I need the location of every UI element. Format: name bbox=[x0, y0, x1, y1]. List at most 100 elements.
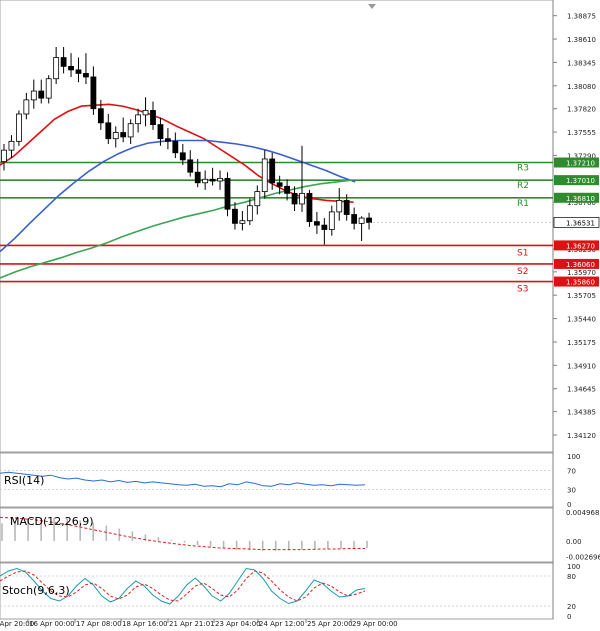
macd-tick-label: 0.004968 bbox=[566, 509, 599, 517]
candle-body bbox=[284, 185, 291, 194]
candle-body bbox=[254, 191, 261, 207]
candle-body bbox=[358, 217, 365, 224]
candle-body bbox=[261, 158, 268, 193]
candle-body bbox=[8, 140, 15, 151]
price-tick-label: 1.35970 bbox=[567, 269, 596, 277]
candle-body bbox=[157, 124, 164, 140]
candle-body bbox=[68, 65, 74, 71]
stoch-tick-label: 20 bbox=[567, 603, 576, 611]
candle-body bbox=[194, 171, 201, 184]
candle-body bbox=[269, 158, 276, 184]
candle-body bbox=[75, 69, 82, 74]
price-tick-label: 1.34120 bbox=[567, 432, 596, 440]
current-price: 1.36531 bbox=[369, 217, 600, 228]
candle-body bbox=[351, 214, 358, 224]
level-price-label: 1.37210 bbox=[566, 160, 595, 168]
price-tick-label: 1.38610 bbox=[567, 36, 596, 44]
time-tick-label: 29 Apr 00:00 bbox=[352, 620, 398, 628]
stoch-tick-label: 80 bbox=[567, 573, 576, 581]
level-price-box bbox=[554, 276, 599, 287]
candle-body bbox=[105, 122, 112, 140]
level-price-box bbox=[554, 157, 599, 168]
candle-body bbox=[150, 110, 156, 125]
level-name-s2: S2 bbox=[517, 267, 528, 277]
rsi-label: RSI(14) bbox=[4, 474, 44, 487]
candle-body bbox=[202, 178, 209, 184]
candle-body bbox=[112, 132, 119, 140]
candle-body bbox=[217, 177, 223, 182]
candle-body bbox=[38, 90, 45, 99]
rsi-tick-label: 30 bbox=[567, 487, 576, 495]
candle-body bbox=[224, 177, 231, 210]
candle-body bbox=[306, 192, 313, 222]
price-tick-label: 1.36760 bbox=[567, 199, 596, 207]
level-name-r1: R1 bbox=[517, 199, 529, 209]
time-tick-label: 24 Apr 12:00 bbox=[259, 620, 305, 628]
candle-body bbox=[83, 73, 89, 78]
candle-body bbox=[45, 78, 52, 99]
level-name-r2: R2 bbox=[517, 181, 529, 191]
level-price-box bbox=[554, 192, 599, 203]
candle-body bbox=[291, 192, 298, 205]
level-price-label: 1.35860 bbox=[566, 279, 595, 287]
rsi-tick-label: 100 bbox=[567, 453, 580, 461]
time-tick-label: 16 Apr 00:00 bbox=[29, 620, 75, 628]
time-tick-label: 25 Apr 20:00 bbox=[307, 620, 353, 628]
price-tick-label: 1.34910 bbox=[567, 362, 596, 370]
price-tick-label: 1.38345 bbox=[567, 59, 596, 67]
rsi-tick-label: 0 bbox=[567, 501, 571, 509]
level-price-label: 1.36270 bbox=[566, 242, 595, 250]
candle-body bbox=[97, 108, 104, 124]
macd-tick-label: -0.002696 bbox=[566, 554, 600, 562]
level-name-s1: S1 bbox=[517, 248, 528, 258]
rsi-tick-label: 70 bbox=[567, 467, 576, 475]
candle-body bbox=[328, 211, 335, 230]
macd-signal-line bbox=[0, 516, 365, 551]
candle-body bbox=[142, 110, 149, 116]
ma-line-ma-slow bbox=[0, 179, 352, 279]
price-axis-ticks: 1.38875 1.38610 1.38345 1.38080 1.37820 1.375… bbox=[553, 13, 596, 440]
time-tick-label: 18 Apr 16:00 bbox=[122, 620, 168, 628]
candle-body bbox=[276, 182, 283, 187]
level-price-box bbox=[554, 258, 599, 269]
level-name-s3: S3 bbox=[517, 285, 528, 295]
candle-body bbox=[53, 57, 60, 80]
stoch-tick-label: 100 bbox=[567, 563, 580, 571]
level-name-r3: R3 bbox=[517, 164, 529, 174]
stoch-label: Stoch(9,6,3) bbox=[2, 584, 70, 597]
candle-body bbox=[120, 132, 127, 138]
price-tick-label: 1.34645 bbox=[567, 386, 596, 394]
price-tick-label: 1.35705 bbox=[567, 292, 596, 300]
rsi-line bbox=[0, 471, 366, 488]
macd-label: MACD(12,26,9) bbox=[10, 515, 94, 528]
price-tick-label: 1.38875 bbox=[567, 13, 596, 21]
stoch-k-line bbox=[0, 567, 366, 605]
candle-body bbox=[127, 123, 134, 138]
candle-body bbox=[246, 205, 253, 222]
level-price-label: 1.36060 bbox=[566, 261, 595, 269]
current-price-box bbox=[553, 217, 600, 228]
macd-tick-label: 0.00 bbox=[566, 538, 582, 546]
level-price-label: 1.36810 bbox=[566, 195, 595, 203]
candle-body bbox=[321, 224, 328, 230]
candle-body bbox=[179, 152, 186, 161]
pivot-levels: R3 1.37210 R2 1.37010 R1 1.36810 S1 1.36270 S2 1.… bbox=[0, 157, 599, 295]
candle-body bbox=[90, 76, 97, 110]
scroll-marker-icon[interactable] bbox=[368, 4, 376, 9]
stoch-pane bbox=[0, 562, 554, 620]
main-pane bbox=[0, 0, 554, 453]
time-tick-label: 6 Apr 20:00 bbox=[0, 620, 34, 628]
time-tick-label: 17 Apr 08:00 bbox=[76, 620, 122, 628]
level-price-box bbox=[554, 175, 599, 186]
candle-body bbox=[336, 200, 343, 213]
price-tick-label: 1.37820 bbox=[567, 106, 596, 114]
stoch-tick-label: 0 bbox=[567, 613, 571, 621]
stoch-indicator: 100 80 20 0 Stoch(9,6,3) bbox=[0, 563, 580, 621]
candle-body bbox=[313, 221, 320, 226]
level-price-label: 1.37010 bbox=[566, 177, 595, 185]
price-tick-label: 1.34385 bbox=[567, 409, 596, 417]
candle-body bbox=[60, 57, 67, 67]
level-price-box bbox=[554, 240, 599, 251]
